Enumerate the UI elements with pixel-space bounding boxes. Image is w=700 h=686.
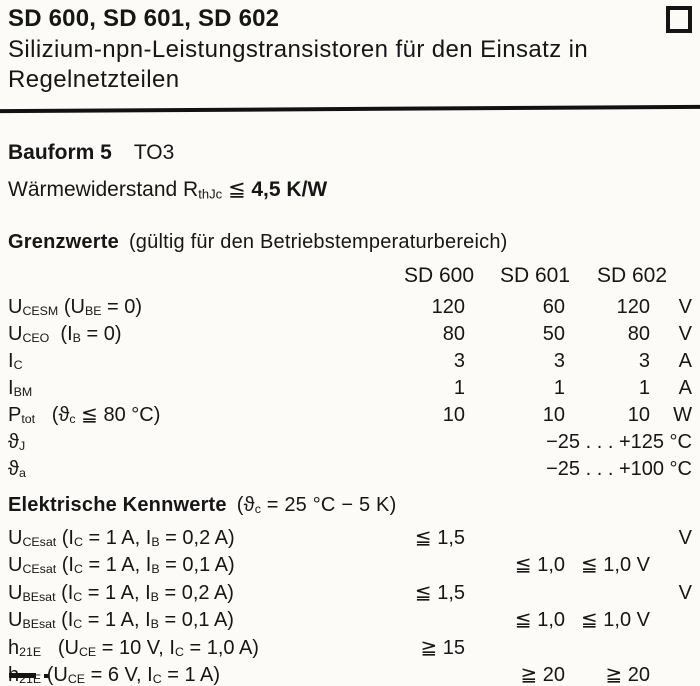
table-row: IBM 1 1 1 A [8, 377, 692, 404]
value-sd601: 1 [553, 377, 565, 400]
value-sd600: ≦ 1,5 [414, 581, 465, 604]
grenzwerte-table: UCESM (UBE = 0) 120 60 120 V UCEO (IB = … [8, 296, 692, 485]
grenzwerte-heading-title: Grenzwerte [8, 231, 119, 253]
param-label: h21E (UCE = 6 V, IC = 1 A) [8, 664, 221, 686]
value-sd600: ≧ 15 [420, 636, 465, 659]
value-sd600: 3 [453, 350, 465, 373]
unit: A [678, 377, 692, 400]
column-header-sd601: SD 601 [500, 264, 571, 287]
table-row: Ptot (ϑc ≦ 80 °C) 10 10 10 W [8, 404, 692, 431]
scan-artifact [9, 673, 36, 678]
thermal-resistance-line: Wärmewiderstand RthJc ≦ 4,5 K/W [8, 178, 328, 202]
package-label: Bauform 5 [8, 141, 112, 164]
table-row: UCEsat (IC = 1 A, IB = 0,1 A) ≦ 1,0 ≦ 1,… [8, 554, 692, 581]
value-sd602: 3 [638, 350, 650, 373]
column-header-sd602: SD 602 [597, 264, 668, 287]
unit: V [678, 581, 692, 604]
value-sd602: ≦ 1,0 V [580, 554, 650, 577]
table-row: ϑa −25 . . . +100 °C [8, 458, 692, 485]
kennwerte-table: UCEsat (IC = 1 A, IB = 0,2 A) ≦ 1,5 V UC… [8, 527, 692, 686]
package-line: Bauform 5 TO3 [8, 141, 174, 165]
param-label: IBM [8, 377, 33, 400]
header-divider [0, 104, 700, 114]
unit: W [673, 404, 692, 427]
value-sd602: 80 [627, 323, 650, 346]
param-label: UCESM (UBE = 0) [8, 296, 143, 319]
value-sd600: 1 [453, 377, 465, 400]
kennwerte-heading: Elektrische Kennwerte (ϑc = 25 °C − 5 K) [8, 494, 396, 517]
value-sd602: 1 [638, 377, 650, 400]
table-row: UBEsat (IC = 1 A, IB = 0,2 A) ≦ 1,5 V [8, 582, 692, 609]
unit: V [678, 296, 692, 318]
grenzwerte-heading-note: (gültig für den Betriebstemperaturbereic… [128, 231, 508, 253]
value-sd600: 120 [431, 296, 465, 318]
param-label: Ptot (ϑc ≦ 80 °C) [8, 404, 161, 427]
corner-square-icon [666, 6, 692, 33]
unit: V [678, 527, 692, 549]
type-column-headers: SD 600 SD 601 SD 602 [0, 264, 700, 288]
value-sd602: 120 [616, 296, 650, 318]
kennwerte-heading-note: (ϑc = 25 °C − 5 K) [236, 494, 397, 517]
table-row: UCEsat (IC = 1 A, IB = 0,2 A) ≦ 1,5 V [8, 527, 692, 554]
param-label: UCEsat (IC = 1 A, IB = 0,2 A) [8, 527, 235, 550]
value-sd601: 60 [542, 296, 565, 318]
param-label: UCEsat (IC = 1 A, IB = 0,1 A) [8, 554, 235, 577]
value-sd601: 50 [542, 323, 565, 346]
table-row: ϑJ −25 . . . +125 °C [8, 431, 692, 458]
package-value: TO3 [133, 141, 175, 164]
value-sd600: ≦ 1,5 [414, 527, 465, 549]
value-sd600: 10 [442, 404, 465, 427]
temperature-range: −25 . . . +125 °C [546, 431, 692, 454]
kennwerte-heading-title: Elektrische Kennwerte [8, 494, 227, 516]
param-label: UCEO (IB = 0) [8, 323, 122, 346]
scan-artifact [44, 674, 49, 678]
param-label: UBEsat (IC = 1 A, IB = 0,2 A) [8, 581, 234, 605]
table-row: UCEO (IB = 0) 80 50 80 V [8, 323, 692, 350]
temperature-range: −25 . . . +100 °C [546, 458, 692, 481]
page-subtitle: Silizium-npn-Leistungstransistoren für d… [8, 36, 589, 93]
value-sd602: 10 [627, 404, 650, 427]
param-label: ϑa [8, 458, 26, 481]
value-sd601: ≧ 20 [520, 664, 565, 686]
value-sd600: 80 [442, 323, 465, 346]
unit: A [678, 350, 692, 373]
table-row: h21E (UCE = 6 V, IC = 1 A) ≧ 20 ≧ 20 [8, 664, 692, 686]
value-sd601: ≦ 1,0 [514, 609, 565, 632]
table-row: h21E (UCE = 10 V, IC = 1,0 A) ≧ 15 [8, 637, 692, 664]
param-label: IC [8, 350, 23, 373]
param-label: h21E (UCE = 10 V, IC = 1,0 A) [8, 636, 259, 659]
table-row: IC 3 3 3 A [8, 350, 692, 377]
param-label: UBEsat (IC = 1 A, IB = 0,1 A) [8, 609, 234, 632]
value-sd601: ≦ 1,0 [514, 554, 565, 577]
value-sd602: ≧ 20 [605, 664, 650, 686]
grenzwerte-heading: Grenzwerte (gültig für den Betriebstemper… [8, 231, 508, 254]
value-sd602: ≦ 1,0 V [580, 609, 650, 632]
value-sd601: 10 [542, 404, 565, 427]
table-row: UCESM (UBE = 0) 120 60 120 V [8, 296, 692, 323]
unit: V [678, 323, 692, 346]
table-row: UBEsat (IC = 1 A, IB = 0,1 A) ≦ 1,0 ≦ 1,… [8, 609, 692, 636]
param-label: ϑJ [8, 431, 26, 454]
column-header-sd600: SD 600 [404, 264, 475, 287]
page-title: SD 600, SD 601, SD 602 [8, 5, 280, 32]
value-sd601: 3 [553, 350, 565, 373]
